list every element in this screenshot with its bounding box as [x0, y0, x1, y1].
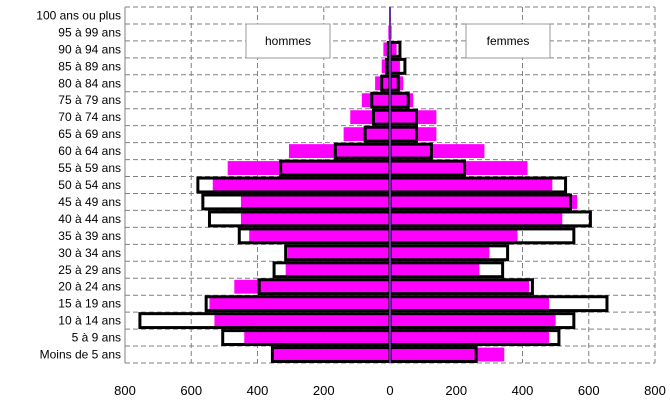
y-tick-label: 50 à 54 ans [58, 178, 121, 192]
x-tick-label: 0 [386, 383, 393, 398]
bar-hommes-filled [234, 279, 390, 294]
y-tick-label: 90 à 94 ans [58, 42, 121, 56]
bar-femmes-filled [390, 178, 553, 192]
axes [124, 7, 391, 363]
bar-femmes-filled [390, 110, 437, 125]
bar-hommes-filled [285, 262, 390, 277]
y-tick-label: 20 à 24 ans [58, 280, 121, 294]
y-tick-label: 55 à 59 ans [58, 161, 121, 175]
bar-femmes-filled [390, 195, 578, 209]
legend-hommes-box [245, 23, 331, 59]
y-tick-label: 80 à 84 ans [58, 76, 121, 90]
y-tick-label: 10 à 14 ans [58, 314, 121, 328]
legend-femmes-label: femmes [487, 34, 530, 48]
y-tick-label: 25 à 29 ans [58, 263, 121, 277]
y-tick-label: 30 à 34 ans [58, 246, 121, 260]
y-axis-tick-labels: Moins de 5 ans 5 à 9 ans 10 à 14 ans 15 à 1… [36, 8, 121, 361]
x-tick-label: 200 [445, 383, 467, 398]
bar-femmes-filled [390, 347, 505, 362]
bar-femmes-filled [390, 228, 518, 243]
y-tick-label: 60 à 64 ans [58, 144, 121, 158]
bar-hommes-filled [240, 211, 390, 226]
y-tick-label: 100 ans ou plus [36, 8, 121, 22]
bar-femmes-filled [390, 262, 480, 277]
x-tick-label: 400 [512, 383, 534, 398]
bar-hommes-filled [214, 313, 390, 328]
y-tick-label: 95 à 99 ans [58, 25, 121, 39]
bar-femmes-filled [390, 59, 400, 74]
bar-hommes-filled [249, 228, 390, 243]
bar-femmes-filled [390, 42, 397, 57]
y-tick-label: 65 à 69 ans [58, 127, 121, 141]
legend-femmes: femmes [465, 23, 551, 59]
y-tick-label: Moins de 5 ans [40, 348, 121, 362]
y-tick-label: 70 à 74 ans [58, 110, 121, 124]
bar-hommes-filled [272, 347, 390, 362]
bar-hommes-filled [227, 161, 390, 175]
bar-hommes-filled [287, 245, 390, 260]
legend-femmes-box [465, 23, 551, 59]
bar-femmes-filled [390, 313, 556, 328]
bar-femmes-filled [390, 211, 563, 226]
x-tick-label: 800 [644, 383, 666, 398]
y-tick-label: 40 à 44 ans [58, 212, 121, 226]
bar-hommes-filled [244, 330, 390, 345]
y-tick-label: 35 à 39 ans [58, 229, 121, 243]
y-tick-label: 5 à 9 ans [72, 331, 121, 345]
x-tick-label: 600 [578, 383, 600, 398]
y-tick-label: 15 à 19 ans [58, 297, 121, 311]
bar-femmes-filled [390, 144, 485, 159]
bar-femmes-filled [390, 245, 490, 260]
bar-hommes-filled [209, 296, 390, 311]
y-tick-label: 85 à 89 ans [58, 59, 121, 73]
bar-femmes-filled [390, 161, 528, 175]
bar-femmes-filled [390, 330, 549, 345]
y-tick-label: 45 à 49 ans [58, 195, 121, 209]
x-tick-label: 800 [114, 383, 136, 398]
x-axis-tick-labels: 800 600 400 200 0 200 400 600 800 [114, 383, 666, 398]
y-tick-label: 75 à 79 ans [58, 93, 121, 107]
bar-femmes-filled [390, 127, 437, 142]
x-tick-label: 200 [313, 383, 335, 398]
legend-hommes: hommes [245, 23, 331, 59]
bar-hommes-filled [383, 42, 390, 57]
bar-hommes-filled [212, 178, 390, 192]
bar-femmes-filled [390, 296, 549, 311]
legend-hommes-label: hommes [265, 34, 311, 48]
bar-femmes-filled [390, 279, 530, 294]
bar-femmes-filled [390, 76, 404, 91]
bar-hommes-filled [240, 195, 390, 209]
bar-hommes-filled [361, 93, 390, 108]
x-tick-label: 400 [247, 383, 269, 398]
bar-hommes-filled [350, 110, 390, 125]
bar-hommes-filled [288, 144, 390, 159]
bar-hommes-filled [343, 127, 390, 142]
x-tick-label: 600 [180, 383, 202, 398]
